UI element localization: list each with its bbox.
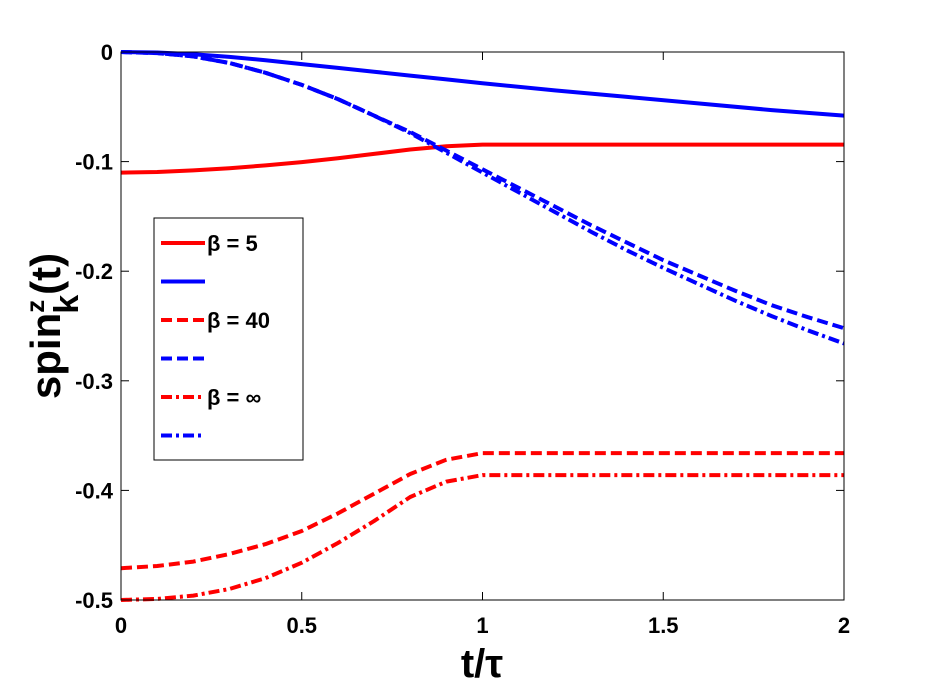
- x-tick-label-3: 1.5: [648, 613, 679, 638]
- y-tick-label-3: -0.3: [75, 369, 113, 394]
- y-axis-title-main: spin: [22, 313, 69, 399]
- y-axis-title-tail: (t): [22, 253, 69, 295]
- x-tick-label-4: 2: [838, 613, 850, 638]
- tick-layer: [120, 51, 845, 601]
- x-tick-label-0: 0: [115, 613, 127, 638]
- legend-box: [153, 217, 304, 461]
- y-axis-title: spinzk(t): [20, 253, 86, 399]
- series-line-3: [120, 451, 844, 571]
- series-line-5: [120, 473, 844, 602]
- legend-label-1: β = 5: [207, 231, 258, 256]
- x-tick-label-2: 1: [476, 613, 488, 638]
- y-axis-title-subscript: k: [48, 295, 86, 314]
- y-tick-labels: 0 -0.1 -0.2 -0.3 -0.4 -0.5: [75, 40, 114, 613]
- y-tick-label-0: 0: [101, 40, 113, 65]
- legend: β = 5 β = 40 β = ∞: [153, 217, 304, 461]
- y-tick-label-1: -0.1: [75, 150, 113, 175]
- legend-label-3: β = 40: [207, 308, 270, 333]
- y-tick-label-5: -0.5: [75, 588, 113, 613]
- legend-entries: β = 5 β = 40 β = ∞: [161, 231, 270, 438]
- y-tick-label-4: -0.4: [75, 478, 114, 503]
- series-line-2: [120, 50, 845, 118]
- legend-label-5: β = ∞: [207, 385, 261, 410]
- x-tick-labels: 0 0.5 1 1.5 2: [115, 613, 850, 638]
- y-tick-label-2: -0.2: [75, 259, 113, 284]
- x-tick-label-1: 0.5: [286, 613, 317, 638]
- series-line-1: [120, 142, 844, 175]
- series-layer: [120, 50, 845, 602]
- y-axis-title-superscript: z: [20, 300, 50, 313]
- x-axis-title: t/τ: [461, 642, 503, 686]
- series-line-4: [120, 50, 845, 331]
